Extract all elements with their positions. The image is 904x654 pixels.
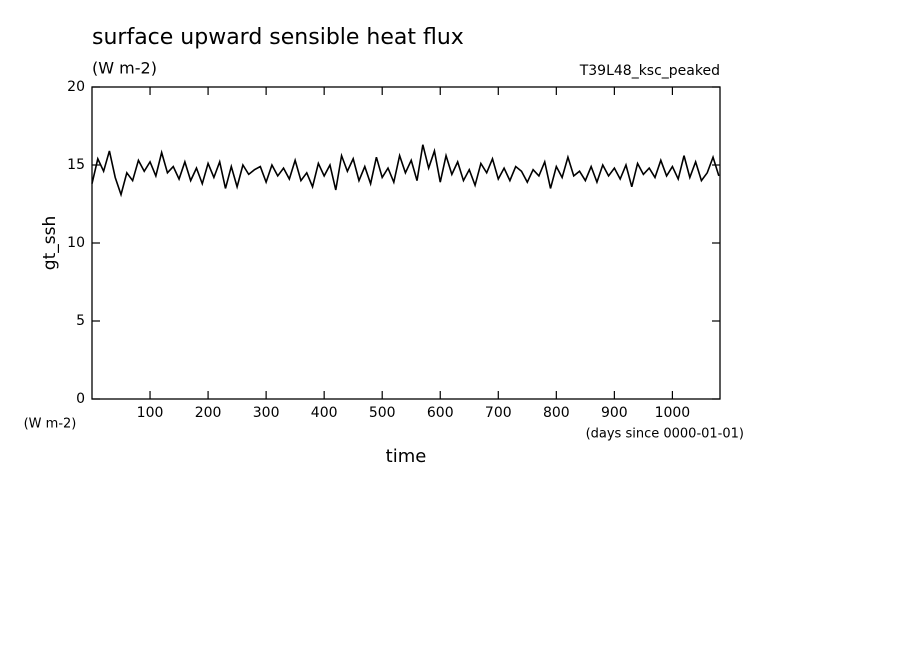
x-axis-label: time (386, 446, 427, 467)
y-tick-label: 5 (76, 313, 85, 329)
x-tick-label: 500 (369, 405, 396, 421)
x-tick-label: 400 (311, 405, 338, 421)
x-tick-label: 600 (427, 405, 454, 421)
run-label: T39L48_ksc_peaked (579, 63, 720, 79)
x-axis-unit: (days since 0000-01-01) (586, 427, 744, 442)
y-tick-label: 10 (67, 235, 85, 251)
y-tick-label: 15 (67, 157, 85, 173)
x-tick-label: 900 (601, 405, 628, 421)
y-axis-label: gt_ssh (40, 216, 60, 270)
x-tick-label: 800 (543, 405, 570, 421)
y-tick-label: 20 (67, 79, 85, 95)
data-line (91, 144, 720, 198)
x-tick-label: 200 (195, 405, 222, 421)
x-tick-label: 1000 (655, 405, 691, 421)
chart-title: surface upward sensible heat flux (92, 25, 464, 50)
x-tick-label: 700 (485, 405, 512, 421)
y-tick-label: 0 (76, 391, 85, 407)
chart-subtitle: (W m-2) (92, 59, 157, 78)
y-axis-unit: (W m-2) (24, 417, 77, 432)
x-tick-label: 100 (137, 405, 164, 421)
x-tick-label: 300 (253, 405, 280, 421)
